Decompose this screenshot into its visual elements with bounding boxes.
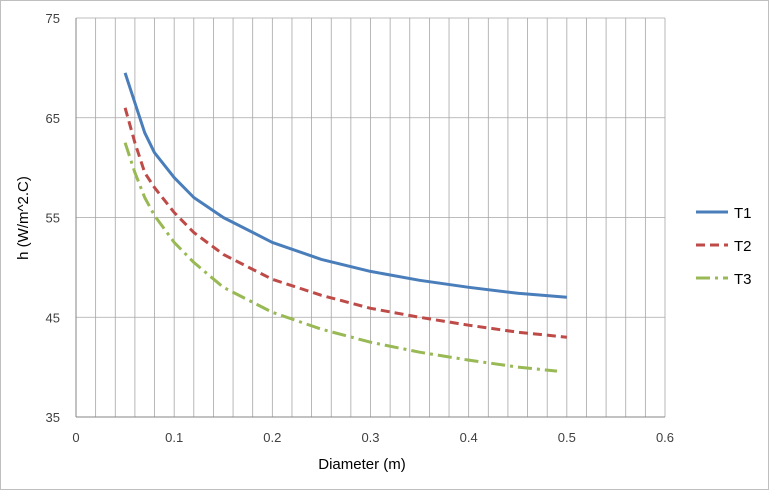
- series-lines: [123, 72, 567, 373]
- series-line-t2: [123, 107, 567, 339]
- x-tick-label: 0.3: [361, 430, 379, 445]
- x-tick-label: 0.6: [656, 430, 674, 445]
- tick-labels: 0 0.1 0.2 0.3 0.4 0.5 0.6 35 45 55 65 75: [46, 11, 675, 445]
- series-line-t1: [123, 72, 567, 299]
- y-tick-label: 65: [46, 111, 60, 126]
- legend-label-t3: T3: [734, 271, 752, 288]
- x-tick-label: 0.1: [165, 430, 183, 445]
- legend-label-t1: T1: [734, 205, 752, 222]
- axes: [75, 18, 665, 418]
- x-tick-label: 0.2: [263, 430, 281, 445]
- x-tick-label: 0: [72, 430, 79, 445]
- y-tick-label: 35: [46, 410, 60, 425]
- y-tick-label: 45: [46, 310, 60, 325]
- legend-label-t2: T2: [734, 238, 752, 255]
- gridlines: [75, 17, 666, 418]
- x-tick-label: 0.5: [558, 430, 576, 445]
- y-tick-label: 75: [46, 11, 60, 26]
- y-tick-label: 55: [46, 211, 60, 226]
- legend: T1 T2 T3: [696, 205, 752, 288]
- series-line-t3: [123, 142, 558, 373]
- x-axis-title: Diameter (m): [318, 456, 406, 473]
- x-tick-label: 0.4: [460, 430, 478, 445]
- y-axis-title: h (W/m^2.C): [15, 176, 32, 260]
